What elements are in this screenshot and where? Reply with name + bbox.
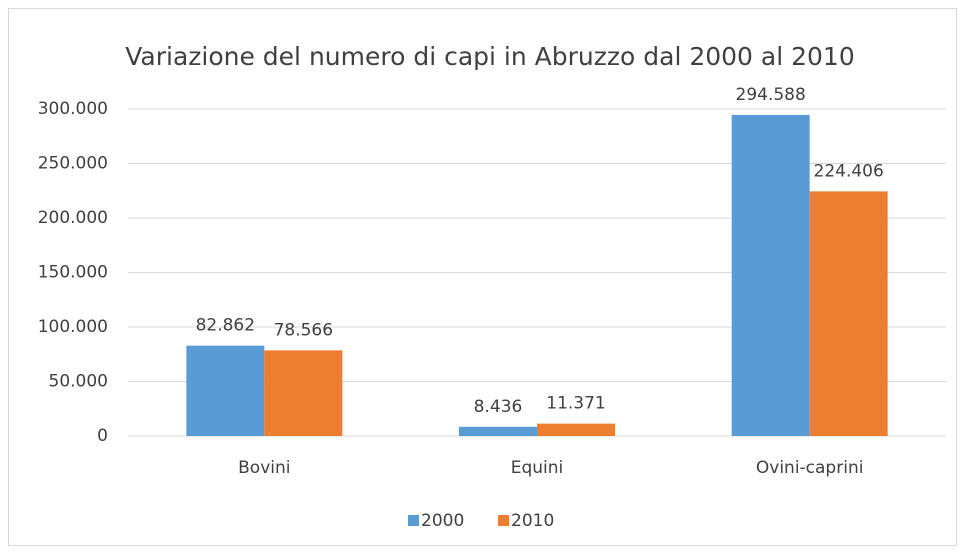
y-tick-label: 50.000 xyxy=(49,372,108,392)
x-tick-label: Equini xyxy=(511,458,564,478)
data-label: 82.862 xyxy=(196,316,255,336)
data-label: 11.371 xyxy=(546,394,605,414)
bar xyxy=(186,345,265,436)
legend-label: 2010 xyxy=(511,511,554,531)
legend-swatch xyxy=(498,515,509,526)
data-label: 294.588 xyxy=(736,85,806,105)
bar xyxy=(537,423,615,436)
bar xyxy=(809,191,888,436)
y-tick-label: 150.000 xyxy=(38,263,108,283)
y-tick-label: 200.000 xyxy=(38,208,108,228)
chart-title: Variazione del numero di capi in Abruzzo… xyxy=(125,42,855,71)
y-tick-label: 0 xyxy=(97,426,108,446)
y-tick-label: 100.000 xyxy=(38,317,108,337)
x-tick-label: Ovini-caprini xyxy=(756,458,864,478)
data-label: 78.566 xyxy=(274,320,333,340)
legend-swatch xyxy=(408,515,419,526)
y-tick-label: 300.000 xyxy=(38,99,108,119)
data-label: 224.406 xyxy=(814,161,884,181)
x-tick-label: Bovini xyxy=(238,458,290,478)
bar xyxy=(459,426,537,436)
legend-label: 2000 xyxy=(421,511,464,531)
bar xyxy=(731,114,810,436)
data-label: 8.436 xyxy=(474,397,523,417)
bar xyxy=(264,350,343,436)
y-tick-label: 250.000 xyxy=(38,154,108,174)
